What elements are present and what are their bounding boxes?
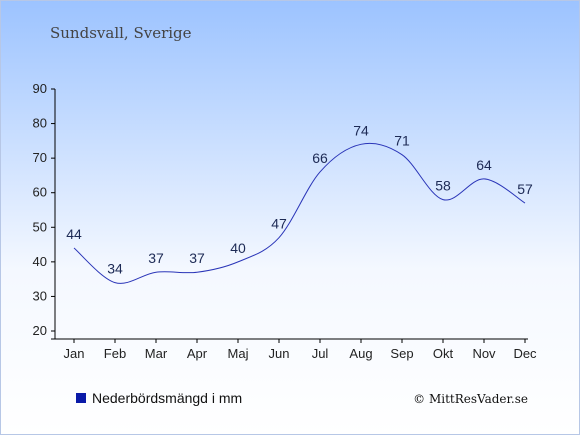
x-tick-label: Mar <box>145 346 168 361</box>
y-tick-label: 30 <box>33 288 47 303</box>
data-label-maj: 40 <box>230 240 246 256</box>
tick-labels: 20 30 40 50 60 70 80 90 Jan Feb Mar Apr Maj Jun Jul Aug… <box>33 81 538 361</box>
x-tick-label: Okt <box>433 346 454 361</box>
x-tick-label: Dec <box>513 346 537 361</box>
copyright-text: © MittResVader.se <box>413 392 528 406</box>
data-label-jan: 44 <box>66 226 82 242</box>
legend-swatch <box>76 393 86 403</box>
y-tick-label: 90 <box>33 81 47 96</box>
x-tick-label: Maj <box>228 346 249 361</box>
axes <box>51 88 528 343</box>
data-labels: 44 34 37 37 40 47 66 74 71 58 64 57 <box>66 122 533 276</box>
y-tick-label: 40 <box>33 254 47 269</box>
chart-title: Sundsvall, Sverige <box>50 24 192 42</box>
data-label-nov: 64 <box>476 157 492 173</box>
data-label-aug: 74 <box>353 122 369 138</box>
y-tick-label: 20 <box>33 323 47 338</box>
x-tick-label: Sep <box>390 346 413 361</box>
series-line-precipitation <box>73 142 526 284</box>
x-tick-label: Apr <box>187 346 208 361</box>
y-tick-label: 70 <box>33 150 47 165</box>
data-label-jul: 66 <box>312 150 328 166</box>
x-tick-label: Jul <box>312 346 329 361</box>
x-tick-label: Aug <box>349 346 372 361</box>
y-tick-label: 60 <box>33 185 47 200</box>
x-tick-label: Jun <box>269 346 290 361</box>
y-tick-label: 80 <box>33 116 47 131</box>
x-tick-label: Nov <box>472 346 496 361</box>
data-label-feb: 34 <box>107 261 123 277</box>
data-label-dec: 57 <box>517 181 533 197</box>
data-label-jun: 47 <box>271 216 287 232</box>
data-label-okt: 58 <box>435 178 451 194</box>
legend-label: Nederbördsmängd i mm <box>92 390 242 406</box>
data-label-mar: 37 <box>148 250 164 266</box>
data-label-apr: 37 <box>189 250 205 266</box>
x-tick-label: Jan <box>64 346 85 361</box>
data-label-sep: 71 <box>394 133 410 149</box>
y-tick-label: 50 <box>33 219 47 234</box>
x-tick-label: Feb <box>104 346 126 361</box>
